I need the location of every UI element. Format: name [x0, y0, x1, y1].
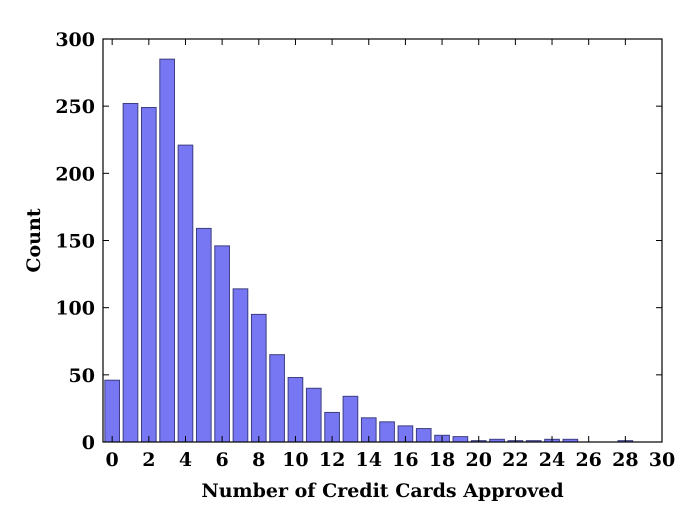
x-tick-label: 22 [502, 449, 528, 471]
bar-10 [287, 377, 304, 443]
plot-frame [102, 38, 663, 443]
bar-2 [140, 107, 157, 443]
x-tick-label: 0 [106, 449, 119, 471]
bar-9 [269, 354, 285, 443]
tick-labels-layer: 0 2 4 6 8 10 12 14 16 18 20 22 24 26 28 300501001502002… [55, 29, 675, 471]
bar-5 [195, 227, 212, 443]
bar-8 [250, 313, 267, 443]
x-tick-label: 16 [392, 449, 418, 471]
bar-6 [214, 245, 230, 443]
x-tick-label: 24 [539, 449, 565, 471]
x-tick-label: 12 [319, 449, 345, 471]
x-tick-label: 18 [429, 449, 455, 471]
bar-17 [415, 428, 432, 443]
x-tick-label: 10 [282, 449, 308, 471]
bar-13 [342, 395, 359, 443]
y-tick-label: 0 [82, 432, 95, 454]
bar-4 [177, 144, 194, 443]
y-tick-label: 300 [55, 29, 95, 51]
x-tick-label: 2 [142, 449, 155, 471]
y-tick-label: 150 [55, 231, 95, 253]
x-tick-label: 14 [356, 449, 382, 471]
bar-11 [305, 387, 322, 443]
bars-layer [104, 58, 634, 443]
ticks-layer [103, 38, 663, 443]
y-tick-label: 50 [69, 365, 95, 387]
x-tick-label: 8 [252, 449, 265, 471]
bar-19 [452, 436, 469, 443]
x-tick-label: 6 [216, 449, 229, 471]
y-tick-label: 200 [55, 163, 95, 185]
y-axis-title: Count [23, 208, 45, 272]
bar-1 [122, 102, 139, 443]
x-axis-title: Number of Credit Cards Approved [201, 480, 563, 502]
bar-3 [159, 58, 175, 443]
y-tick-label: 100 [55, 298, 95, 320]
bar-15 [379, 421, 395, 443]
x-tick-label: 30 [649, 449, 675, 471]
bar-0 [104, 379, 120, 443]
x-tick-label: 28 [612, 449, 638, 471]
x-tick-label: 26 [575, 449, 601, 471]
bar-7 [232, 288, 249, 443]
x-tick-label: 4 [179, 449, 192, 471]
y-tick-label: 250 [55, 96, 95, 118]
x-tick-label: 20 [465, 449, 491, 471]
